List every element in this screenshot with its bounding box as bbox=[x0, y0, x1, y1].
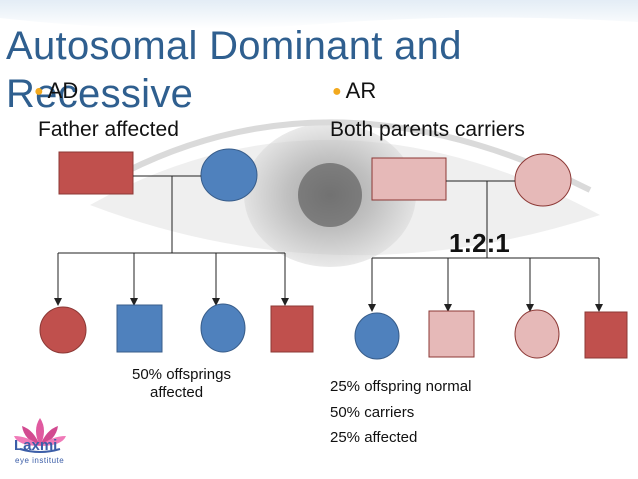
ar-child-carrier-circle bbox=[514, 309, 560, 359]
bullet-ar-label: AR bbox=[345, 78, 377, 103]
ar-subtitle: Both parents carriers bbox=[330, 118, 525, 141]
ar-child-normal-circle bbox=[354, 312, 400, 360]
bullet-dot-icon: ● bbox=[34, 83, 44, 100]
bullet-dot-icon: ● bbox=[332, 83, 342, 100]
ad-pedigree bbox=[39, 148, 314, 354]
ad-mother-normal-circle bbox=[200, 148, 258, 202]
ad-child-affected-square bbox=[270, 305, 314, 353]
ad-child-normal-square bbox=[116, 304, 163, 353]
ar-ratio: 1:2:1 bbox=[449, 228, 510, 258]
bullet-ar: ● AR bbox=[332, 78, 376, 105]
ar-stat-affected: 25% affected bbox=[330, 429, 418, 446]
ad-subtitle: Father affected bbox=[38, 118, 179, 141]
ad-child-normal-circle bbox=[200, 303, 246, 353]
ar-child-affected-square bbox=[584, 311, 628, 359]
ar-stat-normal: 25% offspring normal bbox=[330, 378, 472, 395]
bullet-ad-label: AD bbox=[47, 78, 79, 103]
ad-father-affected-square bbox=[58, 151, 134, 195]
logo-name: Laxmi bbox=[14, 437, 58, 454]
ar-mother-carrier-circle bbox=[514, 153, 572, 207]
ar-stat-carriers: 50% carriers bbox=[330, 404, 415, 421]
ar-child-carrier-square bbox=[428, 310, 475, 358]
lotus-logo-icon bbox=[14, 418, 66, 453]
ar-pedigree bbox=[354, 153, 628, 360]
logo-tagline: eye institute bbox=[15, 456, 65, 465]
ad-note-line2: affected bbox=[150, 384, 204, 401]
slide-title: Autosomal Dominant and Recessive bbox=[6, 24, 462, 116]
ad-child-affected-circle bbox=[39, 306, 87, 354]
ar-father-carrier-square bbox=[371, 157, 447, 201]
bullet-ad: ● AD bbox=[34, 78, 78, 105]
ad-note-line1: 50% offsprings bbox=[132, 366, 231, 383]
